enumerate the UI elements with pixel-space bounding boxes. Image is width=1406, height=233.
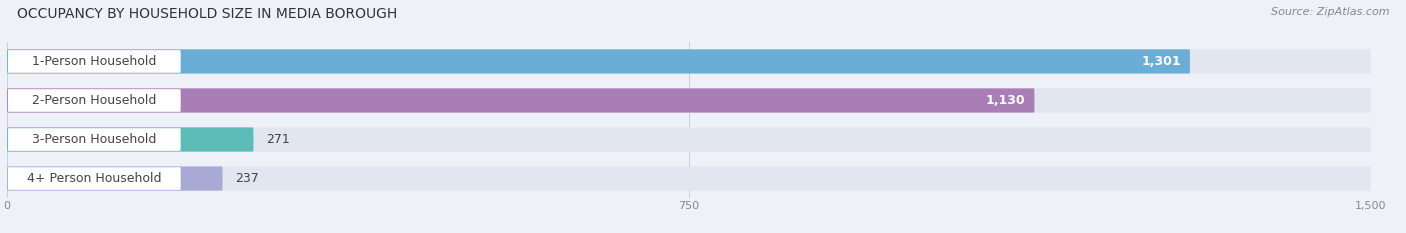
Text: 271: 271 [266, 133, 290, 146]
Text: 4+ Person Household: 4+ Person Household [27, 172, 162, 185]
FancyBboxPatch shape [8, 50, 181, 73]
FancyBboxPatch shape [7, 49, 1371, 74]
FancyBboxPatch shape [8, 89, 181, 112]
FancyBboxPatch shape [7, 166, 1371, 191]
FancyBboxPatch shape [7, 166, 222, 191]
Text: 1-Person Household: 1-Person Household [32, 55, 156, 68]
FancyBboxPatch shape [7, 49, 1189, 74]
FancyBboxPatch shape [7, 127, 253, 152]
Text: Source: ZipAtlas.com: Source: ZipAtlas.com [1271, 7, 1389, 17]
Text: 1,301: 1,301 [1142, 55, 1181, 68]
FancyBboxPatch shape [7, 88, 1371, 113]
FancyBboxPatch shape [7, 88, 1035, 113]
FancyBboxPatch shape [7, 127, 1371, 152]
Text: 3-Person Household: 3-Person Household [32, 133, 156, 146]
Text: 237: 237 [235, 172, 259, 185]
Text: 2-Person Household: 2-Person Household [32, 94, 156, 107]
Text: OCCUPANCY BY HOUSEHOLD SIZE IN MEDIA BOROUGH: OCCUPANCY BY HOUSEHOLD SIZE IN MEDIA BOR… [17, 7, 396, 21]
FancyBboxPatch shape [8, 128, 181, 151]
Text: 1,130: 1,130 [986, 94, 1025, 107]
FancyBboxPatch shape [8, 167, 181, 190]
